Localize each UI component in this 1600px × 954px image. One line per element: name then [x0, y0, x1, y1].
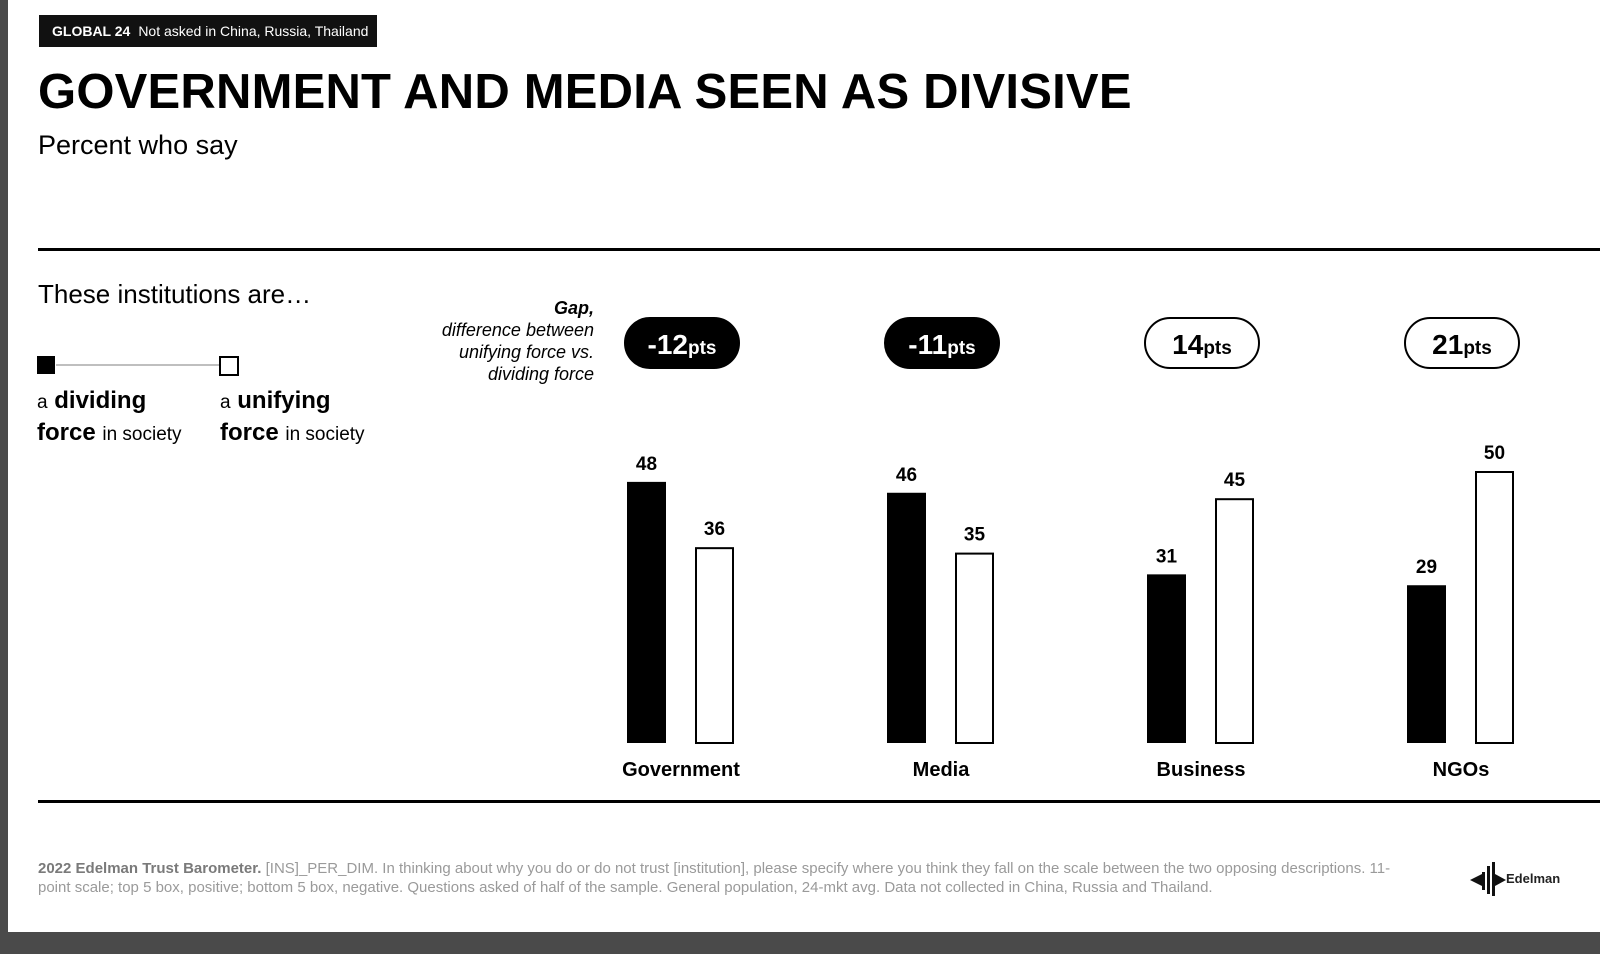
legend-unifying-bold2: force: [220, 419, 279, 446]
legend-dividing-bold1: dividing: [54, 387, 147, 414]
logo-text: Edelman: [1506, 871, 1561, 886]
top-divider: [38, 248, 1600, 251]
category-label-government: Government: [622, 759, 740, 781]
legend-label-unifying: a unifying force in society: [220, 386, 365, 450]
legend-swatch-dividing: [37, 356, 55, 374]
bar-ngos-unifying: [1475, 471, 1514, 744]
legend-unifying-pre: a: [220, 392, 231, 413]
bar-business-unifying: [1215, 498, 1254, 745]
slide: GLOBAL 24 Not asked in China, Russia, Th…: [8, 0, 1600, 932]
gap-pill-business: [1144, 317, 1260, 369]
page-subtitle: Percent who say: [38, 130, 238, 160]
legend-heading: These institutions are…: [38, 279, 312, 309]
region-tag-bold: GLOBAL 24: [52, 23, 131, 39]
value-label-media-unifying: 35: [964, 525, 986, 546]
gap-note-line-2: unifying force vs.: [458, 342, 594, 362]
gap-note: Gap, difference between unifying force v…: [394, 297, 594, 385]
value-label-ngos-dividing: 29: [1416, 557, 1437, 578]
footer-source: 2022 Edelman Trust Barometer.: [38, 860, 262, 877]
value-label-government-dividing: 48: [636, 454, 657, 475]
footer-text: [INS]_PER_DIM. In thinking about why you…: [38, 860, 1391, 896]
bar-business-dividing: [1147, 574, 1186, 743]
bottom-divider: [38, 800, 1600, 803]
legend-dividing-bold2: force: [37, 419, 96, 446]
gap-label-ngos: 21pts: [1432, 329, 1492, 360]
value-label-business-dividing: 31: [1156, 546, 1178, 567]
legend-label-dividing: a dividing force in society: [37, 386, 182, 450]
gap-note-line-3: dividing force: [487, 364, 594, 384]
category-label-media: Media: [913, 759, 971, 781]
legend-unifying-bold1: unifying: [237, 387, 331, 414]
category-label-ngos: NGOs: [1433, 759, 1490, 781]
bar-media-dividing: [887, 492, 926, 743]
legend-dividing-post: in society: [102, 424, 182, 445]
value-label-business-unifying: 45: [1224, 470, 1246, 491]
gap-note-line-1: difference between: [441, 320, 594, 340]
region-tag: GLOBAL 24 Not asked in China, Russia, Th…: [39, 15, 377, 47]
bar-media-unifying: [955, 552, 994, 744]
value-label-government-unifying: 36: [704, 519, 725, 540]
value-label-media-dividing: 46: [896, 465, 917, 486]
gap-label-business: 14pts: [1172, 329, 1232, 360]
gap-label-government: -12pts: [648, 329, 717, 360]
footer-note: 2022 Edelman Trust Barometer. [INS]_PER_…: [38, 859, 1408, 897]
legend-swatch-unifying: [219, 356, 239, 376]
gap-pill-ngos: [1404, 317, 1520, 369]
legend-unifying-post: in society: [285, 424, 365, 445]
legend-dividing-pre: a: [37, 392, 48, 413]
legend-scale-line: [56, 364, 224, 366]
category-label-business: Business: [1157, 759, 1246, 781]
region-tag-text: Not asked in China, Russia, Thailand: [138, 23, 369, 39]
bar-ngos-dividing: [1407, 585, 1446, 743]
gap-label-media: -11pts: [908, 329, 975, 360]
page-title: GOVERNMENT AND MEDIA SEEN AS DIVISIVE: [38, 65, 1132, 119]
gap-note-bold: Gap,: [553, 298, 594, 318]
bar-chart: -12pts 48 36 Government -11pts 46 35 Media 14pts…: [622, 317, 1520, 781]
edelman-logo-icon: [1470, 862, 1506, 896]
bar-government-unifying: [695, 547, 734, 744]
bar-government-dividing: [627, 481, 666, 743]
gap-pill-government: [624, 317, 740, 369]
gap-pill-media: [884, 317, 1000, 369]
value-label-ngos-unifying: 50: [1484, 443, 1505, 464]
